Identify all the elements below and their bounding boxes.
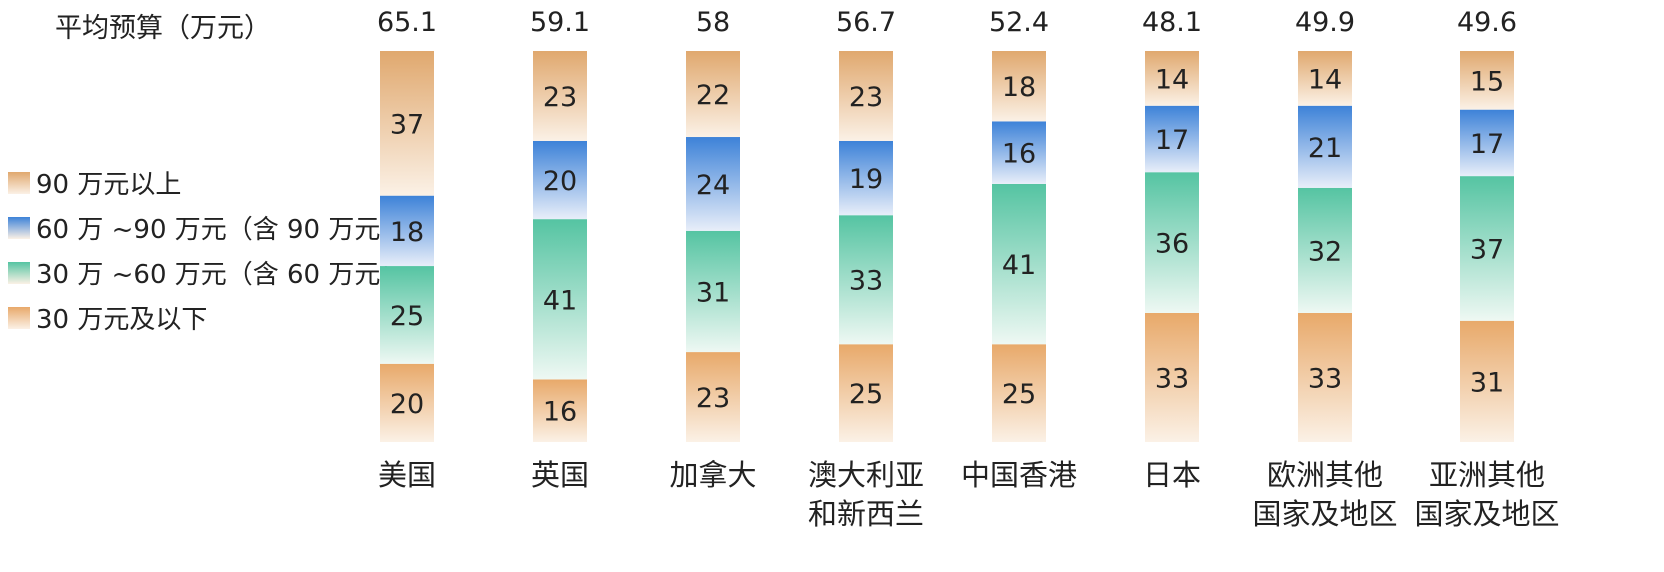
bar-segment [1145, 312, 1199, 442]
bar-segment [839, 51, 893, 141]
data-label: 18 [390, 217, 424, 248]
legend-label: 30 万元及以下 [36, 305, 208, 335]
bar-segment [686, 51, 740, 138]
average-label: 49.6 [1457, 7, 1517, 38]
data-label: 25 [390, 301, 424, 332]
data-label: 15 [1470, 66, 1504, 97]
data-label: 23 [849, 82, 883, 113]
data-label: 33 [1155, 363, 1189, 394]
average-label: 49.9 [1295, 7, 1355, 38]
data-label: 22 [696, 80, 730, 111]
bar-segment [1460, 176, 1514, 321]
bar-segment [839, 215, 893, 345]
bar-segment [1298, 51, 1352, 106]
bar-segment [380, 195, 434, 267]
data-label: 31 [1470, 367, 1504, 398]
category-label: 欧洲其他 [1267, 458, 1383, 492]
legend-swatch [8, 216, 30, 239]
category-label: 英国 [531, 458, 589, 492]
bar-segment [533, 379, 587, 442]
category-label: 国家及地区 [1252, 497, 1397, 531]
bar-segment [686, 230, 740, 353]
category-label: 亚洲其他 [1429, 458, 1545, 492]
bar-segment [1460, 109, 1514, 177]
data-label: 16 [1002, 139, 1036, 170]
data-label: 41 [1002, 250, 1036, 281]
data-label: 16 [543, 397, 577, 428]
category-label: 日本 [1143, 458, 1201, 492]
average-label: 48.1 [1142, 7, 1202, 38]
category-label: 澳大利亚 [808, 458, 924, 492]
data-label: 37 [1470, 234, 1504, 265]
data-label: 36 [1155, 229, 1189, 260]
data-label: 24 [696, 170, 730, 201]
data-label: 18 [1002, 72, 1036, 103]
data-label: 37 [390, 109, 424, 140]
legend-item: 90 万元以上 [8, 160, 406, 205]
legend-label: 30 万 ~60 万元（含 60 万元） [36, 260, 407, 290]
data-label: 33 [1308, 363, 1342, 394]
bar-segment [1298, 187, 1352, 313]
legend-label: 90 万元以上 [36, 170, 182, 200]
bar-segment [533, 219, 587, 380]
data-label: 14 [1155, 64, 1189, 95]
legend-item: 30 万元及以下 [8, 295, 406, 340]
bar-segment [1460, 51, 1514, 110]
bar-segment [380, 363, 434, 442]
bar-segment [686, 137, 740, 231]
data-label: 14 [1308, 64, 1342, 95]
data-label: 41 [543, 285, 577, 316]
data-label: 20 [390, 389, 424, 420]
bar-segment [686, 352, 740, 442]
bar-segment [839, 140, 893, 216]
category-label: 加拿大 [669, 458, 756, 492]
data-label: 31 [696, 277, 730, 308]
category-label: 国家及地区 [1414, 497, 1559, 531]
bar-segment [1145, 172, 1199, 313]
average-label: 58 [696, 7, 730, 38]
average-label: 59.1 [530, 7, 590, 38]
data-label: 33 [849, 266, 883, 297]
bar-segment [1145, 105, 1199, 173]
legend-item: 60 万 ~90 万元（含 90 万元） [8, 205, 406, 250]
bar-segment [1145, 51, 1199, 106]
category-label: 和新西兰 [808, 497, 924, 531]
average-label: 52.4 [989, 7, 1049, 38]
chart-title: 平均预算（万元） [55, 13, 271, 44]
data-label: 25 [849, 379, 883, 410]
data-label: 17 [1470, 129, 1504, 160]
data-label: 23 [543, 82, 577, 113]
legend-label: 60 万 ~90 万元（含 90 万元） [36, 215, 407, 245]
data-label: 25 [1002, 379, 1036, 410]
bar-segment [992, 183, 1046, 345]
average-label: 65.1 [377, 7, 437, 38]
data-label: 21 [1308, 133, 1342, 164]
data-label: 17 [1155, 125, 1189, 156]
bar-segment [992, 344, 1046, 442]
bar-segment [1460, 320, 1514, 442]
category-label: 美国 [378, 458, 436, 492]
data-label: 32 [1308, 236, 1342, 267]
average-label: 56.7 [836, 7, 896, 38]
category-label: 中国香港 [961, 458, 1077, 492]
bar-segment [380, 51, 434, 196]
legend-swatch [8, 261, 30, 284]
bar-segment [1298, 105, 1352, 188]
data-label: 23 [696, 383, 730, 414]
bar-segment [380, 266, 434, 364]
bar-segment [992, 121, 1046, 184]
bar-segment [533, 51, 587, 141]
bar-segment [533, 140, 587, 220]
chart-legend: 90 万元以上 60 万 ~90 万元（含 90 万元） 30 万 ~60 万元（含… [8, 160, 406, 340]
data-label: 19 [849, 164, 883, 195]
bar-segment [839, 344, 893, 442]
bar-segment [992, 51, 1046, 122]
bar-segment [1298, 312, 1352, 442]
legend-item: 30 万 ~60 万元（含 60 万元） [8, 250, 406, 295]
legend-swatch [8, 306, 30, 329]
data-label: 20 [543, 166, 577, 197]
legend-swatch [8, 171, 30, 194]
